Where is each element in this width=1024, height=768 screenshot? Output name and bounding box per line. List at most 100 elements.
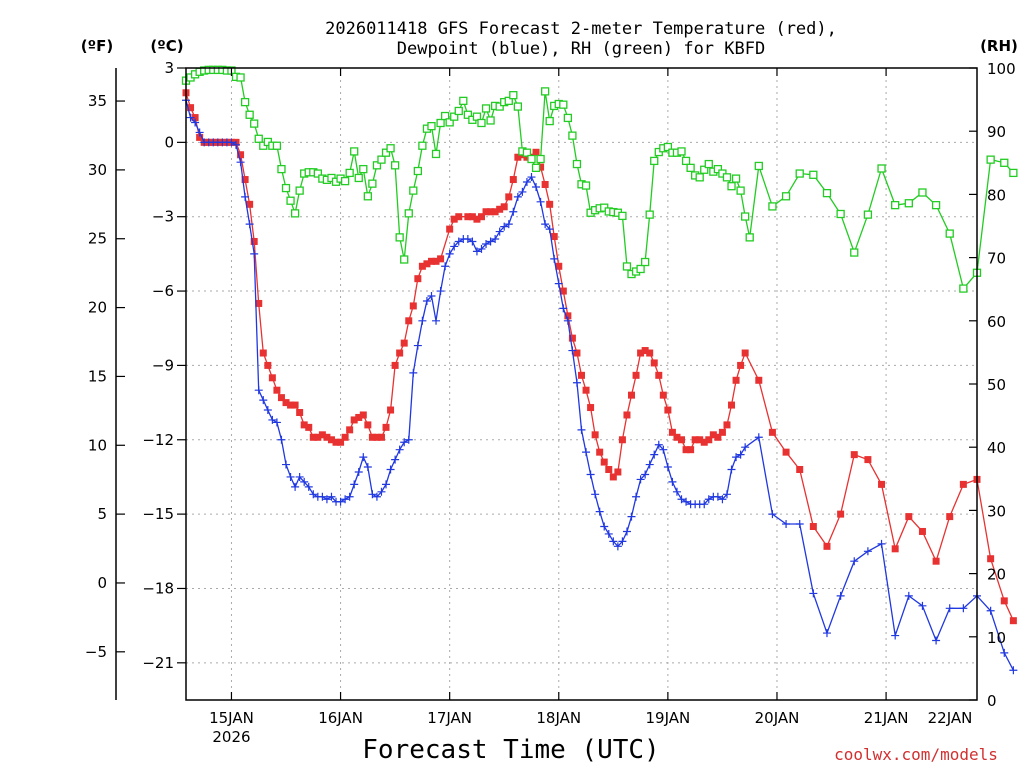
- temperature-point: [277, 394, 285, 402]
- temperature-point: [837, 510, 845, 518]
- temperature-point: [628, 391, 636, 399]
- relative-humidity-point: [572, 159, 582, 169]
- dewpoint-point: [636, 475, 645, 484]
- temperature-point: [432, 257, 440, 265]
- temperature-point: [309, 433, 317, 441]
- temperature-point: [718, 428, 726, 436]
- dewpoint-point: [541, 220, 550, 229]
- temperature-point: [1000, 597, 1008, 605]
- relative-humidity-point: [277, 164, 286, 174]
- dewpoint-point: [395, 445, 404, 454]
- temperature-point: [409, 302, 417, 310]
- relative-humidity-point: [290, 209, 300, 218]
- fahrenheit-unit-label: (ºF): [81, 37, 113, 55]
- dewpoint-point: [595, 507, 604, 516]
- temperature-point: [623, 411, 631, 419]
- dewpoint-point: [509, 207, 518, 216]
- relative-humidity-point: [809, 170, 818, 179]
- relative-humidity-point: [559, 100, 568, 109]
- temperature-point: [237, 151, 245, 159]
- dewpoint-point: [482, 239, 491, 248]
- temperature-point: [587, 404, 595, 412]
- temperature-point: [691, 436, 699, 444]
- dewpoint-point: [304, 482, 313, 491]
- temperature-point: [532, 148, 540, 156]
- dewpoint-point: [677, 495, 686, 504]
- relative-humidity-point: [363, 192, 372, 201]
- x-tick-label: 21JAN: [864, 709, 909, 727]
- relative-humidity-point: [931, 200, 941, 210]
- dewpoint-point: [277, 435, 286, 444]
- relative-humidity-point: [400, 255, 409, 264]
- temperature-point: [300, 421, 308, 429]
- relative-humidity-point: [863, 210, 873, 219]
- dewpoint-point: [618, 537, 627, 546]
- dewpoint-point: [191, 118, 200, 127]
- temperature-point: [682, 446, 690, 454]
- relative-humidity-point: [877, 164, 886, 173]
- temperature-point: [387, 406, 395, 414]
- dewpoint-point: [350, 480, 359, 489]
- temperature-point: [959, 480, 967, 488]
- dewpoint-point: [363, 463, 372, 472]
- temperature-point: [287, 401, 295, 409]
- dewpoint-point: [468, 237, 477, 246]
- relative-humidity-point: [727, 182, 736, 191]
- relative-humidity-point: [736, 186, 745, 195]
- dewpoint-point: [627, 512, 636, 521]
- temperature-point: [477, 213, 485, 221]
- dewpoint-point: [782, 520, 791, 529]
- relative-humidity-point: [445, 118, 454, 127]
- temperature-point: [396, 349, 404, 357]
- relative-humidity-point: [377, 155, 386, 164]
- relative-humidity-point: [372, 161, 382, 170]
- temperature-point: [546, 200, 554, 208]
- relative-humidity-point: [240, 97, 250, 107]
- relative-humidity-point: [454, 106, 463, 116]
- dewpoint-point: [236, 158, 245, 167]
- relative-humidity-point: [1009, 168, 1018, 178]
- temperature-point: [455, 213, 463, 221]
- dewpoint-point: [582, 448, 591, 457]
- dewpoint-point: [1000, 648, 1009, 657]
- relative-humidity-point: [540, 87, 550, 96]
- dewpoint-point: [454, 237, 463, 246]
- temperature-point: [732, 376, 740, 384]
- temperature-point: [709, 431, 717, 439]
- temperature-point: [609, 473, 617, 481]
- relative-humidity-point: [531, 163, 541, 173]
- temperature-point: [864, 456, 872, 464]
- relative-humidity-point: [781, 192, 791, 201]
- temperature-point: [296, 409, 304, 417]
- relative-humidity-point: [345, 168, 354, 178]
- celsius-tick-label: −21: [142, 654, 174, 672]
- temperature-point: [946, 513, 954, 521]
- credit-label: coolwx.com/models: [834, 745, 998, 764]
- relative-humidity-point: [522, 148, 532, 157]
- temperature-point: [755, 376, 763, 384]
- dewpoint-point: [836, 591, 845, 600]
- dewpoint-point: [718, 495, 727, 504]
- relative-humidity-point: [477, 118, 486, 128]
- dewpoint-point: [604, 529, 613, 538]
- dewpoint-point: [672, 487, 681, 496]
- dewpoint-point: [404, 435, 413, 444]
- dewpoint-point: [1009, 666, 1018, 675]
- dewpoint-point: [504, 220, 513, 229]
- dewpoint-point: [427, 292, 436, 301]
- relative-humidity-point: [504, 96, 513, 106]
- relative-humidity-point: [1000, 158, 1009, 167]
- dewpoint-point: [809, 589, 818, 598]
- celsius-tick-label: −12: [142, 431, 174, 449]
- dewpoint-point: [254, 386, 263, 395]
- relative-humidity-point: [495, 102, 504, 111]
- dewpoint-point: [591, 490, 600, 499]
- temperature-point: [423, 260, 431, 268]
- temperature-point: [468, 213, 476, 221]
- temperature-point: [637, 349, 645, 357]
- dewpoint-point: [282, 460, 291, 469]
- dewpoint-point: [436, 287, 445, 296]
- x-tick-label: 19JAN: [646, 709, 691, 727]
- rh-tick-label: 50: [987, 376, 1006, 394]
- relative-humidity-point: [431, 149, 441, 159]
